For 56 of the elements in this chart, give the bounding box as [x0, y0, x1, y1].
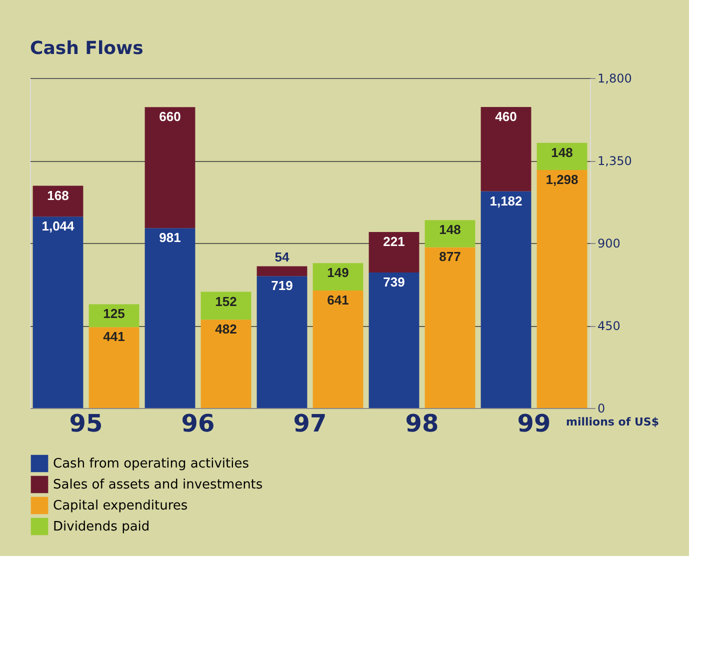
bar	[200, 320, 252, 408]
data-label: 148	[439, 222, 461, 238]
y-tick-label: 450	[598, 319, 620, 333]
bar	[88, 304, 140, 328]
data-label: 1,298	[546, 172, 578, 188]
bar	[144, 228, 196, 408]
bar	[256, 266, 308, 276]
x-tick-label: 98	[405, 410, 439, 438]
bar	[312, 263, 364, 290]
data-label: 981	[159, 230, 181, 246]
bar	[200, 292, 252, 320]
y-tick-label: 0	[598, 402, 606, 416]
bar	[424, 247, 476, 408]
legend-label: Sales of assets and investments	[53, 478, 263, 492]
bar	[368, 272, 420, 408]
data-label: 1,182	[490, 193, 522, 208]
data-label: 168	[47, 188, 69, 203]
bar	[88, 327, 140, 408]
data-label: 641	[327, 292, 349, 308]
data-label: 739	[383, 274, 405, 290]
bar	[424, 220, 476, 248]
x-tick-label: 95	[69, 410, 103, 438]
data-label: 877	[439, 249, 461, 264]
data-label: 441	[103, 329, 125, 344]
bar	[32, 186, 84, 217]
data-label: 125	[103, 306, 125, 322]
data-label: 1,044	[42, 218, 76, 234]
data-label: 152	[215, 294, 237, 309]
bar	[480, 191, 532, 408]
data-label: 221	[383, 234, 405, 249]
bar	[32, 216, 84, 408]
legend-label: Dividends paid	[53, 520, 150, 534]
data-label: 460	[495, 108, 517, 124]
legend-label: Capital expenditures	[53, 498, 188, 514]
bar	[368, 232, 420, 273]
bar	[536, 142, 588, 170]
bar	[480, 106, 532, 192]
data-label: 148	[551, 144, 573, 160]
y-tick-label: 1,350	[598, 154, 632, 168]
x-tick-label: 96	[181, 410, 215, 438]
data-label: 482	[215, 322, 237, 337]
legend-label: Cash from operating activities	[53, 456, 250, 472]
y-tick-label: 1,800	[598, 72, 632, 86]
bar	[144, 107, 196, 228]
data-label: 719	[271, 278, 293, 294]
y-tick-label: 900	[598, 236, 620, 250]
data-label: 660	[159, 109, 181, 124]
chart-title: Cash Flows	[30, 38, 144, 59]
data-label: 54	[274, 249, 290, 264]
x-tick-label: 99	[517, 410, 551, 438]
bar	[312, 290, 364, 408]
bar	[536, 170, 588, 408]
x-tick-label: 97	[293, 410, 327, 438]
data-label: 149	[327, 265, 349, 280]
y-axis-title: millions of US$	[566, 416, 659, 428]
bar	[256, 276, 308, 408]
